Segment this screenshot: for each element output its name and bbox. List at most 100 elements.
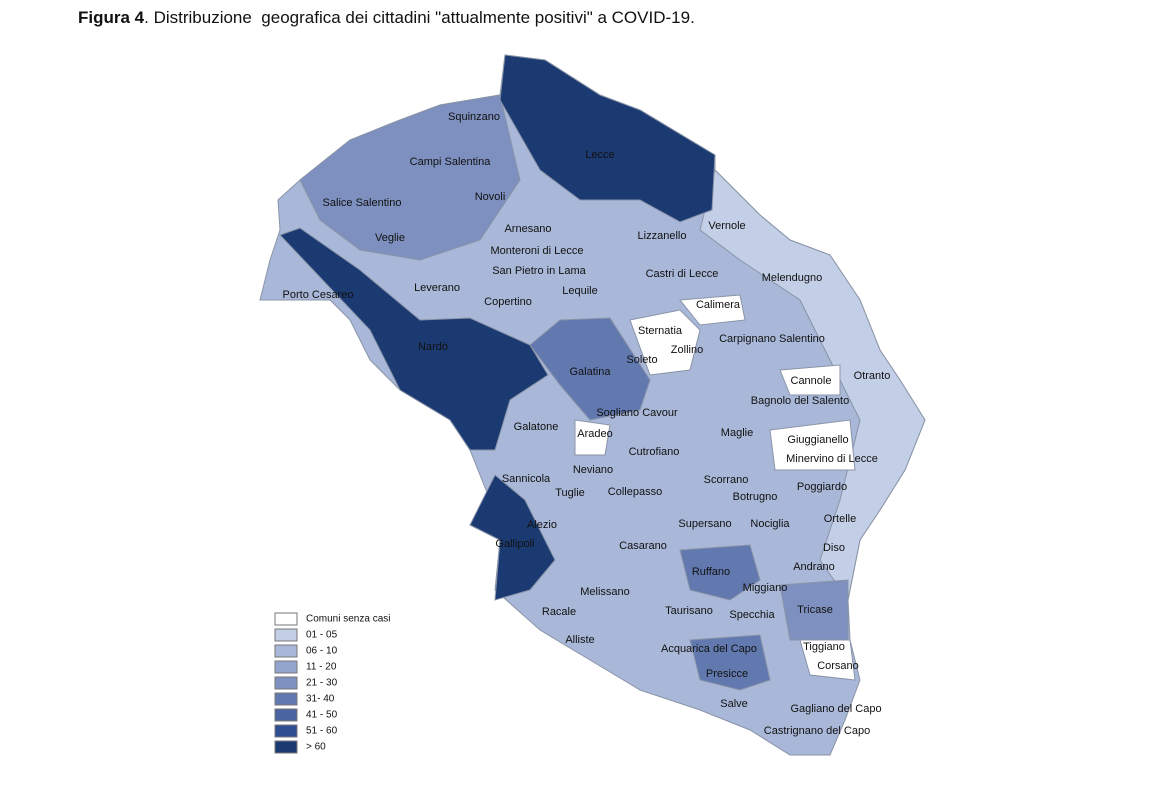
region	[299, 94, 521, 261]
municipality-label: Porto Cesareo	[283, 289, 354, 301]
municipality-label: Lizzanello	[638, 230, 687, 242]
municipality-label: Diso	[823, 542, 845, 554]
municipality-label: Botrugno	[733, 491, 778, 503]
labels: Squinzano Campi Salentina Lecce Salice Sale…	[283, 111, 891, 737]
municipality-label: Sannicola	[502, 473, 551, 485]
figure-title: Figura 4. Distribuzione geografica dei c…	[78, 8, 695, 28]
legend-label: > 60	[306, 742, 326, 753]
municipality-label: Novoli	[475, 191, 506, 203]
figure-caption: . Distribuzione geografica dei cittadini…	[144, 8, 695, 27]
municipality-label: Presicce	[706, 668, 748, 680]
municipality-label: Taurisano	[665, 605, 713, 617]
legend-swatch	[274, 612, 298, 626]
municipality-label: Maglie	[721, 427, 753, 439]
municipality-label: Tricase	[797, 604, 833, 616]
legend: Comuni senza casi 01 - 05 06 - 10 11 - 20 21…	[274, 612, 390, 754]
municipality-label: Calimera	[696, 299, 741, 311]
municipality-label: Soleto	[626, 354, 657, 366]
municipality-label: Miggiano	[743, 582, 788, 594]
municipality-label: Arnesano	[504, 223, 551, 235]
municipality-label: Lecce	[585, 149, 614, 161]
legend-swatch	[274, 724, 298, 738]
municipality-label: Supersano	[678, 518, 731, 530]
municipality-label: Gagliano del Capo	[790, 703, 881, 715]
municipality-label: Nociglia	[750, 518, 790, 530]
legend-swatch	[274, 740, 298, 754]
municipality-label: Castrignano del Capo	[764, 725, 870, 737]
municipality-label: Minervino di Lecce	[786, 453, 878, 465]
municipality-label: Melissano	[580, 586, 630, 598]
region	[679, 294, 746, 326]
legend-label: 21 - 30	[306, 678, 338, 689]
legend-label: 51 - 60	[306, 726, 338, 737]
municipality-label: Sogliano Cavour	[596, 407, 678, 419]
municipality-label: Ortelle	[824, 513, 856, 525]
municipality-label: Neviano	[573, 464, 613, 476]
municipality-label: Bagnolo del Salento	[751, 395, 849, 407]
municipality-label: Andrano	[793, 561, 835, 573]
legend-swatch	[274, 644, 298, 658]
municipality-label: Casarano	[619, 540, 667, 552]
municipality-label: Cutrofiano	[629, 446, 680, 458]
municipality-label: Leverano	[414, 282, 460, 294]
municipality-label: Scorrano	[704, 474, 749, 486]
region	[799, 639, 856, 681]
municipality-label: Racale	[542, 606, 576, 618]
region	[679, 544, 761, 601]
municipality-label: Gallipoli	[495, 538, 534, 550]
municipality-label: Alliste	[565, 634, 594, 646]
legend-label: 06 - 10	[306, 646, 338, 657]
municipality-label: Squinzano	[448, 111, 500, 123]
municipality-label: Castri di Lecce	[646, 268, 719, 280]
legend-swatch	[274, 708, 298, 722]
municipality-label: Campi Salentina	[410, 156, 492, 168]
legend-swatch	[274, 628, 298, 642]
legend-label: 11 - 20	[306, 662, 337, 673]
legend-label: 41 - 50	[306, 710, 338, 721]
municipality-label: Sternatia	[638, 325, 683, 337]
municipality-label: Salice Salentino	[323, 197, 402, 209]
municipality-label: Monteroni di Lecce	[491, 245, 584, 257]
region	[689, 634, 771, 691]
municipality-label: Melendugno	[762, 272, 823, 284]
municipality-label: Carpignano Salentino	[719, 333, 825, 345]
municipality-label: Otranto	[854, 370, 891, 382]
legend-label: Comuni senza casi	[306, 614, 390, 625]
region	[629, 309, 701, 376]
municipality-label: Galatina	[570, 366, 612, 378]
municipality-label: Salve	[720, 698, 748, 710]
municipality-label: Tiggiano	[803, 641, 845, 653]
municipality-label: Zollino	[671, 344, 703, 356]
municipality-label: San Pietro in Lama	[492, 265, 586, 277]
municipality-label: Galatone	[514, 421, 559, 433]
legend-swatch	[274, 692, 298, 706]
municipality-label: Alezio	[527, 519, 557, 531]
legend-label: 01 - 05	[306, 630, 338, 641]
figure-label: Figura 4	[78, 8, 145, 27]
municipality-label: Corsano	[817, 660, 859, 672]
municipality-label: Aradeo	[577, 428, 612, 440]
municipality-label: Acquarica del Capo	[661, 643, 757, 655]
region	[499, 54, 716, 223]
region	[279, 227, 549, 451]
municipality-label: Ruffano	[692, 566, 730, 578]
region	[699, 169, 926, 602]
municipality-label: Collepasso	[608, 486, 662, 498]
region	[769, 419, 856, 471]
region	[529, 317, 651, 421]
municipality-label: Poggiardo	[797, 481, 847, 493]
municipality-label: Nardò	[418, 341, 448, 353]
municipality-label: Veglie	[375, 232, 405, 244]
municipality-label: Cannole	[791, 375, 832, 387]
region	[779, 364, 841, 396]
region	[469, 474, 556, 601]
municipality-label: Specchia	[729, 609, 775, 621]
municipality-label: Giuggianello	[787, 434, 848, 446]
municipality-label: Lequile	[562, 285, 597, 297]
legend-label: 31- 40	[306, 694, 335, 705]
legend-swatch	[274, 676, 298, 690]
municipality-label: Copertino	[484, 296, 532, 308]
region	[574, 419, 611, 456]
